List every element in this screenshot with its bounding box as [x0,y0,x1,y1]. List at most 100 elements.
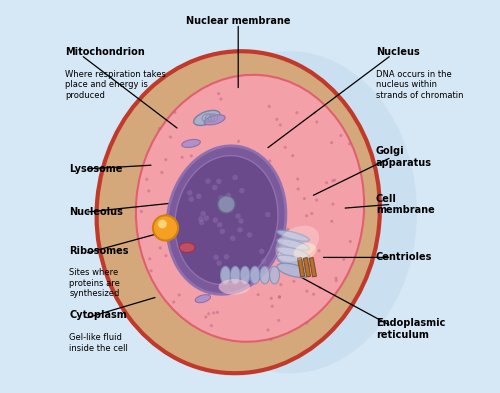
Circle shape [230,236,235,241]
Circle shape [204,206,208,209]
Circle shape [276,204,278,207]
Circle shape [172,301,176,304]
Circle shape [263,215,266,218]
Ellipse shape [294,243,316,260]
Circle shape [199,220,204,225]
Ellipse shape [220,266,230,284]
Circle shape [265,212,270,217]
Circle shape [201,299,204,302]
Circle shape [331,179,334,182]
Ellipse shape [182,140,201,147]
Circle shape [198,216,203,222]
Circle shape [206,178,211,184]
Circle shape [170,215,173,219]
Ellipse shape [175,156,278,285]
Circle shape [253,279,256,282]
Circle shape [292,280,296,283]
Circle shape [148,257,152,261]
Circle shape [247,232,252,238]
Circle shape [207,312,210,315]
Circle shape [332,202,334,206]
Text: DNA occurs in the
nucleus within
strands of chromatin: DNA occurs in the nucleus within strands… [376,70,464,100]
Ellipse shape [276,226,319,262]
Circle shape [268,105,271,108]
Ellipse shape [277,263,310,277]
Circle shape [194,171,198,174]
Circle shape [252,231,254,234]
Ellipse shape [194,110,220,125]
Circle shape [318,286,322,289]
Text: Sites where
proteins are
synthesized: Sites where proteins are synthesized [69,268,120,298]
Text: Endoplasmic
reticulum: Endoplasmic reticulum [376,318,445,340]
Circle shape [270,338,272,341]
Circle shape [208,293,211,296]
Circle shape [228,284,232,287]
Ellipse shape [136,75,364,342]
Circle shape [188,231,191,234]
Circle shape [220,196,226,201]
Circle shape [158,127,161,130]
Circle shape [259,248,264,254]
Circle shape [218,195,224,201]
Circle shape [250,161,254,164]
Circle shape [237,140,240,143]
Circle shape [278,296,281,299]
Text: Centrioles: Centrioles [376,252,432,263]
Circle shape [330,141,334,144]
Circle shape [305,321,308,325]
Ellipse shape [96,51,380,373]
Circle shape [284,146,287,149]
Circle shape [318,249,320,252]
Circle shape [236,213,241,219]
Circle shape [232,266,235,269]
Circle shape [178,294,181,297]
Text: Nucleus: Nucleus [376,47,420,57]
Circle shape [246,263,249,266]
Circle shape [315,198,318,202]
Circle shape [239,188,244,193]
Circle shape [334,277,338,280]
Circle shape [224,254,230,259]
Circle shape [217,92,220,95]
Circle shape [158,246,162,250]
Circle shape [190,154,193,158]
Circle shape [270,305,274,308]
Circle shape [145,178,148,181]
Circle shape [202,247,204,250]
Circle shape [315,121,318,124]
Circle shape [279,123,282,127]
Circle shape [256,293,260,296]
Circle shape [187,190,192,196]
Circle shape [174,111,176,114]
Circle shape [212,251,215,254]
Circle shape [208,150,212,153]
Circle shape [306,290,308,293]
Circle shape [227,147,230,151]
Text: Ribosomes: Ribosomes [69,246,128,255]
Circle shape [270,297,273,300]
Circle shape [277,319,280,322]
Ellipse shape [167,146,286,294]
Text: Mitochondrion: Mitochondrion [66,47,145,57]
Text: Cytoplasm: Cytoplasm [69,310,127,320]
Circle shape [216,261,222,266]
Bar [310,257,316,277]
Text: Golgi
apparatus: Golgi apparatus [376,147,432,168]
Circle shape [296,111,298,114]
Circle shape [218,179,221,182]
Circle shape [212,311,216,314]
Circle shape [261,258,266,264]
Circle shape [280,283,282,286]
Circle shape [238,218,244,224]
Circle shape [280,195,283,198]
Circle shape [270,212,274,215]
Circle shape [334,279,338,282]
Circle shape [206,208,209,211]
Text: Nucleolus: Nucleolus [69,207,123,217]
Circle shape [199,202,202,205]
Circle shape [204,316,208,319]
Ellipse shape [277,239,310,250]
Circle shape [220,229,225,234]
Circle shape [210,324,213,327]
Ellipse shape [162,51,417,373]
